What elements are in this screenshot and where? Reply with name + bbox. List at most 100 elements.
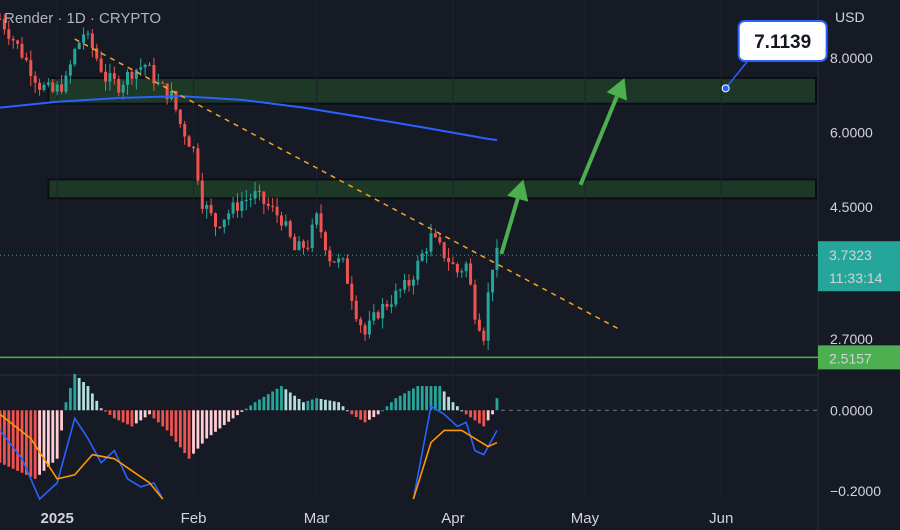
candle-body xyxy=(323,232,327,251)
projection-arrow-head xyxy=(507,179,529,202)
time-tick-label: Mar xyxy=(304,510,330,527)
candle-body xyxy=(104,71,108,82)
histogram-bar xyxy=(231,410,235,419)
histogram-bar xyxy=(477,410,481,424)
histogram-bar xyxy=(192,410,195,454)
histogram-bar xyxy=(253,402,257,411)
candle-body xyxy=(143,64,147,68)
histogram-bar xyxy=(297,398,301,411)
histogram-bar xyxy=(99,408,103,411)
histogram-bar xyxy=(350,410,354,415)
histogram-bar xyxy=(495,398,499,411)
candle-body xyxy=(126,71,130,85)
histogram-bar xyxy=(473,410,477,421)
candle-body xyxy=(55,84,59,92)
histogram-bar xyxy=(117,410,121,421)
candle-body xyxy=(315,213,319,225)
histogram-bar xyxy=(143,410,147,418)
histogram-bar xyxy=(390,402,393,411)
candle-body xyxy=(257,191,261,193)
candle-body xyxy=(301,241,305,248)
histogram-bar xyxy=(319,398,323,411)
histogram-bar xyxy=(130,410,134,427)
candle-body xyxy=(297,241,301,251)
histogram-bar xyxy=(205,410,209,439)
candle-body xyxy=(244,199,248,202)
histogram-bar xyxy=(187,410,191,459)
histogram-bar xyxy=(451,402,455,411)
candle-body xyxy=(288,221,292,237)
candle-body xyxy=(60,84,64,92)
candle-body xyxy=(429,233,433,252)
candle-body xyxy=(403,280,407,290)
price-tick-label: 8.0000 xyxy=(830,50,873,66)
histogram-bar xyxy=(491,410,494,415)
candle-body xyxy=(477,319,481,331)
time-tick-label: May xyxy=(571,510,600,527)
callout-box[interactable] xyxy=(737,20,828,62)
candle-body xyxy=(7,29,11,39)
histogram-bar xyxy=(271,391,275,411)
candle-body xyxy=(328,250,332,262)
histogram-bar xyxy=(280,386,283,411)
histogram-bar xyxy=(398,395,402,411)
price-axis[interactable]: USD 8.0000 6.0000 4.5000 2.7000 0.0000 −0.200… xyxy=(830,9,881,499)
candle-body xyxy=(385,304,389,307)
oscillator-line xyxy=(412,429,498,500)
candle-body xyxy=(394,290,398,305)
candle-body xyxy=(29,60,33,76)
histogram-bar xyxy=(227,410,231,422)
histogram-bar xyxy=(284,389,288,411)
candle-body xyxy=(332,261,336,263)
candle-body xyxy=(491,269,495,293)
histogram-bar xyxy=(411,388,415,411)
histogram-bar xyxy=(51,410,55,463)
candle-body xyxy=(310,224,314,249)
price-tick-label: 6.0000 xyxy=(830,124,873,140)
histogram-bar xyxy=(90,393,94,411)
candle-body xyxy=(170,90,174,99)
histogram-bar xyxy=(200,410,204,444)
candle-body xyxy=(209,205,213,214)
candle-body xyxy=(345,258,349,284)
histogram-bar xyxy=(288,392,292,411)
histogram-bar xyxy=(420,386,424,411)
candle-body xyxy=(33,75,37,83)
candle-body xyxy=(200,180,204,209)
support-tag-bg xyxy=(818,345,900,370)
candle-body xyxy=(2,18,6,30)
candle-body xyxy=(86,33,90,35)
candle-body xyxy=(495,247,499,270)
candle-body xyxy=(460,271,464,273)
histogram-bar xyxy=(121,410,125,423)
histogram-bar xyxy=(332,401,336,411)
projection-arrow-shaft xyxy=(499,198,520,255)
time-axis[interactable]: 2025 Feb Mar Apr May Jun xyxy=(40,510,733,527)
candle-body xyxy=(108,73,112,82)
histogram-bar xyxy=(425,386,428,411)
candle-body xyxy=(68,64,72,76)
callout-anchor[interactable] xyxy=(721,84,730,93)
histogram-bar xyxy=(315,398,319,411)
projection-arrows[interactable] xyxy=(499,77,628,255)
histogram-bar xyxy=(104,410,107,412)
histogram-bar xyxy=(293,395,297,411)
candle-body xyxy=(293,236,297,251)
candle-body xyxy=(284,221,288,226)
candle-body xyxy=(165,83,169,99)
candle-body xyxy=(372,312,376,321)
candle-body xyxy=(249,198,253,200)
histogram-bar xyxy=(346,410,349,412)
candle-body xyxy=(240,201,244,211)
histogram-bar xyxy=(222,410,226,426)
target-callout[interactable]: 7.1139 xyxy=(721,20,828,93)
descending-trendline[interactable] xyxy=(74,38,621,331)
histogram-bar xyxy=(77,378,81,411)
candle-body xyxy=(367,320,371,335)
histogram-bar xyxy=(68,388,72,411)
moving-average-line xyxy=(0,95,498,142)
histogram-bar xyxy=(447,396,450,411)
histogram-bar xyxy=(126,410,129,425)
histogram-bar xyxy=(464,410,468,415)
